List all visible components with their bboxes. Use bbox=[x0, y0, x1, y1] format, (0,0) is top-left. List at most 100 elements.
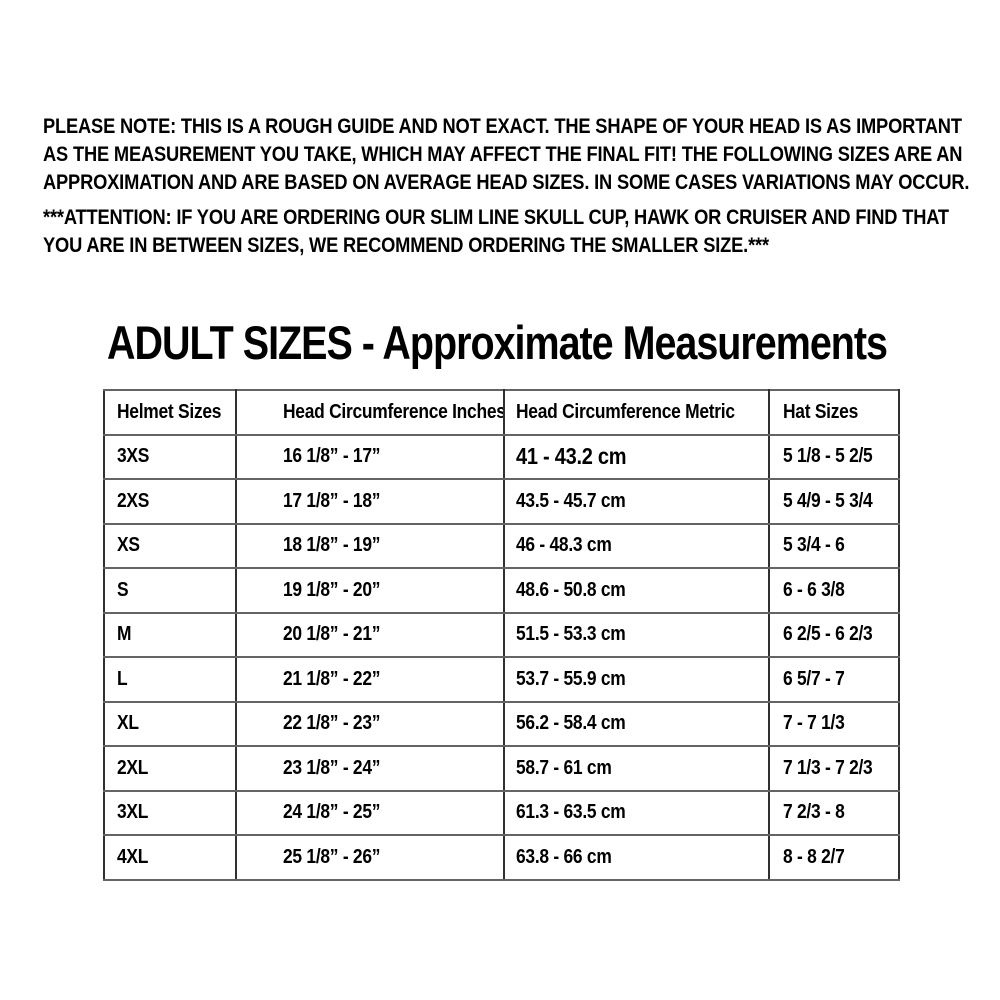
helmet-size-value: 3XS bbox=[117, 445, 150, 468]
helmet-size-cell: 2XS bbox=[103, 478, 237, 525]
inches-cell: 19 1/8” - 20” bbox=[235, 567, 505, 614]
inches-cell: 16 1/8” - 17” bbox=[235, 433, 505, 480]
hat-size-cell: 8 - 8 2/7 bbox=[768, 834, 900, 881]
hat-size-value: 6 - 6 3/8 bbox=[783, 578, 845, 601]
hat-size-cell: 6 5/7 - 7 bbox=[768, 656, 900, 703]
table-row: 4XL 25 1/8” - 26” 63.8 - 66 cm 8 - 8 2/7 bbox=[103, 834, 900, 881]
header-label: Head Circumference Metric bbox=[516, 400, 735, 423]
note-line: APPROXIMATION AND ARE BASED ON AVERAGE H… bbox=[43, 170, 970, 194]
metric-cell: 61.3 - 63.5 cm bbox=[503, 789, 770, 836]
adult-sizes-table: Helmet Sizes Head Circumference Inches H… bbox=[103, 389, 900, 881]
table-row: 2XL 23 1/8” - 24” 58.7 - 61 cm 7 1/3 - 7… bbox=[103, 745, 900, 792]
header-label: Hat Sizes bbox=[783, 400, 859, 423]
metric-value: 48.6 - 50.8 cm bbox=[516, 578, 626, 601]
inches-cell: 21 1/8” - 22” bbox=[235, 656, 505, 703]
header-circumference-metric: Head Circumference Metric bbox=[503, 389, 770, 436]
hat-size-value: 5 4/9 - 5 3/4 bbox=[783, 489, 873, 512]
helmet-size-cell: 3XS bbox=[103, 433, 237, 480]
inches-value: 20 1/8” - 21” bbox=[283, 623, 381, 646]
hat-size-value: 6 2/5 - 6 2/3 bbox=[783, 623, 873, 646]
metric-value: 51.5 - 53.3 cm bbox=[516, 623, 626, 646]
header-label: Head Circumference Inches bbox=[283, 400, 504, 423]
metric-value: 63.8 - 66 cm bbox=[516, 845, 612, 868]
metric-cell: 53.7 - 55.9 cm bbox=[503, 656, 770, 703]
helmet-size-cell: L bbox=[103, 656, 237, 703]
helmet-size-value: XL bbox=[117, 712, 139, 735]
metric-value: 56.2 - 58.4 cm bbox=[516, 712, 626, 735]
hat-size-cell: 6 - 6 3/8 bbox=[768, 567, 900, 614]
metric-cell: 56.2 - 58.4 cm bbox=[503, 700, 770, 747]
helmet-size-value: L bbox=[117, 667, 128, 690]
helmet-size-value: M bbox=[117, 623, 132, 646]
helmet-size-value: 2XL bbox=[117, 756, 149, 779]
inches-cell: 18 1/8” - 19” bbox=[235, 522, 505, 569]
header-helmet-sizes: Helmet Sizes bbox=[103, 389, 237, 436]
inches-cell: 20 1/8” - 21” bbox=[235, 611, 505, 658]
metric-cell: 43.5 - 45.7 cm bbox=[503, 478, 770, 525]
helmet-size-cell: XS bbox=[103, 522, 237, 569]
helmet-size-value: 4XL bbox=[117, 845, 149, 868]
header-label: Helmet Sizes bbox=[117, 400, 222, 423]
note-line: AS THE MEASUREMENT YOU TAKE, WHICH MAY A… bbox=[43, 142, 963, 166]
metric-cell: 46 - 48.3 cm bbox=[503, 522, 770, 569]
inches-value: 25 1/8” - 26” bbox=[283, 845, 381, 868]
helmet-size-cell: 4XL bbox=[103, 834, 237, 881]
note-line: PLEASE NOTE: THIS IS A ROUGH GUIDE AND N… bbox=[43, 114, 962, 138]
header-hat-sizes: Hat Sizes bbox=[768, 389, 900, 436]
hat-size-value: 8 - 8 2/7 bbox=[783, 845, 845, 868]
attention-paragraph: ***ATTENTION: IF YOU ARE ORDERING OUR SL… bbox=[43, 203, 1000, 259]
hat-size-value: 5 3/4 - 6 bbox=[783, 534, 845, 557]
hat-size-cell: 6 2/5 - 6 2/3 bbox=[768, 611, 900, 658]
hat-size-value: 7 - 7 1/3 bbox=[783, 712, 845, 735]
helmet-size-cell: XL bbox=[103, 700, 237, 747]
inches-value: 22 1/8” - 23” bbox=[283, 712, 381, 735]
helmet-size-cell: 2XL bbox=[103, 745, 237, 792]
inches-cell: 24 1/8” - 25” bbox=[235, 789, 505, 836]
table-row: 2XS 17 1/8” - 18” 43.5 - 45.7 cm 5 4/9 -… bbox=[103, 478, 900, 525]
hat-size-cell: 5 4/9 - 5 3/4 bbox=[768, 478, 900, 525]
hat-size-cell: 5 3/4 - 6 bbox=[768, 522, 900, 569]
hat-size-value: 7 1/3 - 7 2/3 bbox=[783, 756, 873, 779]
table-row: M 20 1/8” - 21” 51.5 - 53.3 cm 6 2/5 - 6… bbox=[103, 611, 900, 658]
helmet-size-value: 3XL bbox=[117, 801, 149, 824]
inches-cell: 17 1/8” - 18” bbox=[235, 478, 505, 525]
metric-value: 61.3 - 63.5 cm bbox=[516, 801, 626, 824]
table-row: 3XL 24 1/8” - 25” 61.3 - 63.5 cm 7 2/3 -… bbox=[103, 789, 900, 836]
inches-cell: 23 1/8” - 24” bbox=[235, 745, 505, 792]
hat-size-cell: 7 - 7 1/3 bbox=[768, 700, 900, 747]
hat-size-value: 7 2/3 - 8 bbox=[783, 801, 845, 824]
attention-line: ***ATTENTION: IF YOU ARE ORDERING OUR SL… bbox=[43, 205, 949, 229]
inches-value: 17 1/8” - 18” bbox=[283, 489, 381, 512]
hat-size-cell: 7 1/3 - 7 2/3 bbox=[768, 745, 900, 792]
table-row: L 21 1/8” - 22” 53.7 - 55.9 cm 6 5/7 - 7 bbox=[103, 656, 900, 703]
helmet-size-cell: S bbox=[103, 567, 237, 614]
metric-value: 41 - 43.2 cm bbox=[516, 443, 627, 470]
inches-value: 19 1/8” - 20” bbox=[283, 578, 381, 601]
inches-value: 16 1/8” - 17” bbox=[283, 445, 381, 468]
hat-size-value: 6 5/7 - 7 bbox=[783, 667, 845, 690]
page-title: ADULT SIZES - Approximate Measurements bbox=[107, 316, 888, 369]
inches-value: 24 1/8” - 25” bbox=[283, 801, 381, 824]
inches-cell: 22 1/8” - 23” bbox=[235, 700, 505, 747]
inches-value: 21 1/8” - 22” bbox=[283, 667, 381, 690]
inches-value: 23 1/8” - 24” bbox=[283, 756, 381, 779]
table-row: XL 22 1/8” - 23” 56.2 - 58.4 cm 7 - 7 1/… bbox=[103, 700, 900, 747]
helmet-size-value: XS bbox=[117, 534, 140, 557]
helmet-size-value: 2XS bbox=[117, 489, 150, 512]
table-header-row: Helmet Sizes Head Circumference Inches H… bbox=[103, 389, 900, 436]
table-row: S 19 1/8” - 20” 48.6 - 50.8 cm 6 - 6 3/8 bbox=[103, 567, 900, 614]
metric-cell: 58.7 - 61 cm bbox=[503, 745, 770, 792]
metric-value: 58.7 - 61 cm bbox=[516, 756, 612, 779]
inches-value: 18 1/8” - 19” bbox=[283, 534, 381, 557]
metric-value: 53.7 - 55.9 cm bbox=[516, 667, 626, 690]
metric-cell: 51.5 - 53.3 cm bbox=[503, 611, 770, 658]
helmet-size-cell: 3XL bbox=[103, 789, 237, 836]
header-circumference-inches: Head Circumference Inches bbox=[235, 389, 505, 436]
inches-cell: 25 1/8” - 26” bbox=[235, 834, 505, 881]
please-note-paragraph: PLEASE NOTE: THIS IS A ROUGH GUIDE AND N… bbox=[43, 112, 1000, 196]
hat-size-value: 5 1/8 - 5 2/5 bbox=[783, 445, 873, 468]
metric-cell: 48.6 - 50.8 cm bbox=[503, 567, 770, 614]
table-row: XS 18 1/8” - 19” 46 - 48.3 cm 5 3/4 - 6 bbox=[103, 522, 900, 569]
metric-cell: 41 - 43.2 cm bbox=[503, 433, 770, 480]
